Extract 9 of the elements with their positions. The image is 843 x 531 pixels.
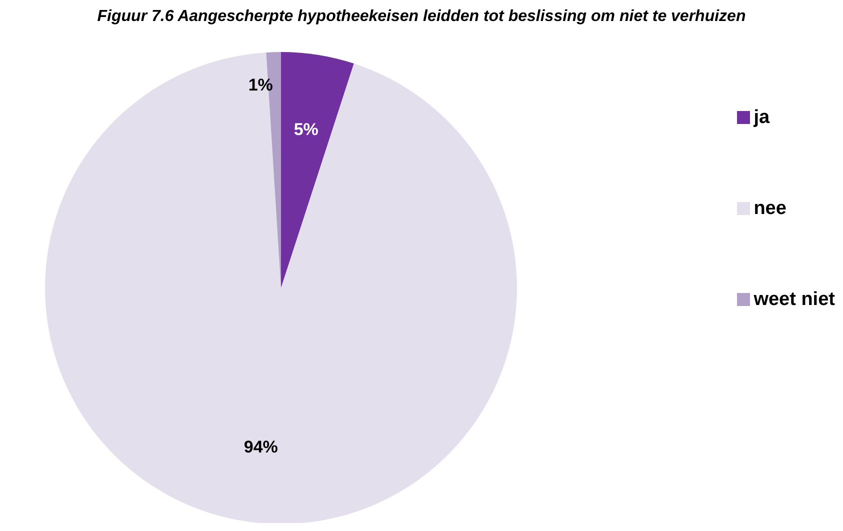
pie-slice: [281, 52, 354, 288]
pie-slice: [45, 52, 517, 523]
legend-label: weet niet: [754, 288, 835, 310]
legend-label: ja: [754, 106, 770, 128]
data-label: 5%: [294, 120, 318, 139]
data-label: 1%: [248, 76, 273, 95]
data-label: 94%: [244, 438, 278, 457]
legend-label: nee: [754, 198, 786, 220]
chart-title: Figuur 7.6 Aangescherpte hypotheekeisen leidden tot beslissing om niet te verhuizen: [96, 8, 747, 27]
